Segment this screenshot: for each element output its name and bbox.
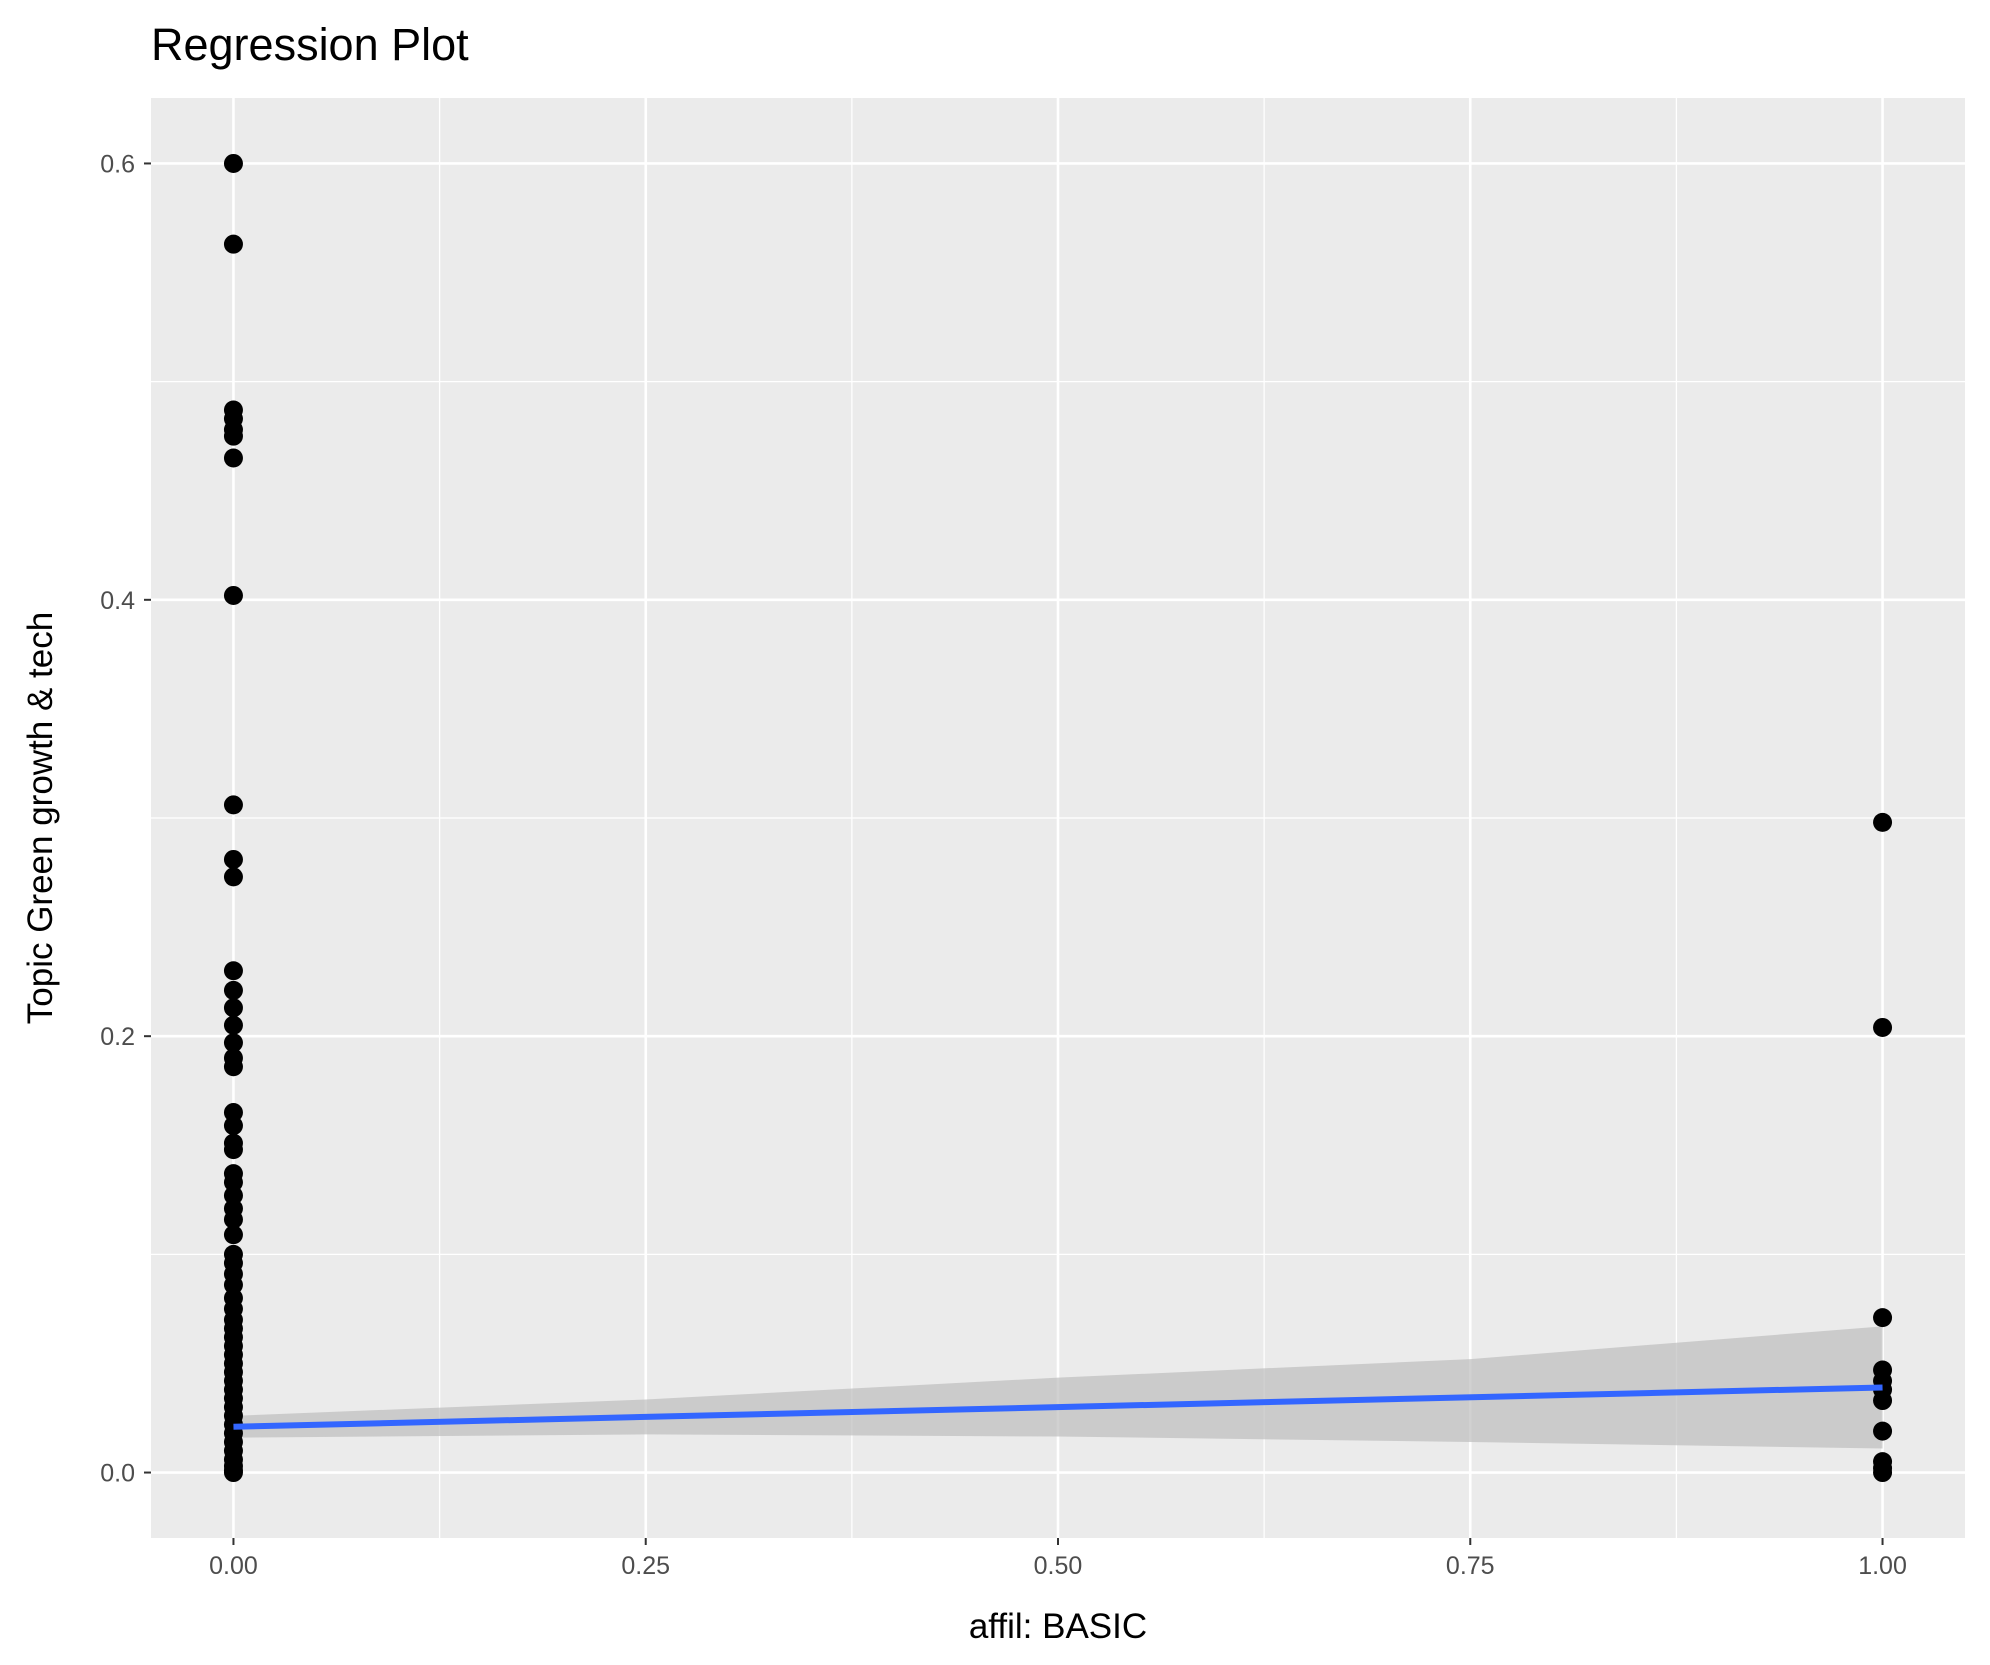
- data-point: [223, 1033, 243, 1053]
- y-axis-ticks: 0.0 0.2 0.4 0.6: [100, 150, 135, 1487]
- data-point: [223, 1209, 243, 1229]
- data-point: [223, 867, 243, 887]
- data-points: [223, 153, 1893, 1483]
- y-tick-label: 0.4: [100, 587, 135, 615]
- data-point: [223, 234, 243, 254]
- data-point: [223, 1057, 243, 1077]
- data-point: [1873, 1391, 1893, 1411]
- y-tick-label: 0.0: [100, 1460, 135, 1488]
- data-point: [223, 961, 243, 981]
- tick-marks: [144, 162, 1884, 1545]
- data-point: [223, 998, 243, 1018]
- data-point: [223, 1015, 243, 1035]
- y-axis-title: Topic Green growth & tech: [21, 612, 60, 1024]
- y-tick-label: 0.2: [100, 1023, 135, 1051]
- x-tick-label: 0.50: [1034, 1552, 1083, 1580]
- data-point: [223, 849, 243, 869]
- data-point: [223, 795, 243, 815]
- gridlines: [151, 98, 1965, 1538]
- data-point: [1873, 1463, 1893, 1483]
- data-point: [223, 1185, 243, 1205]
- data-point: [223, 1225, 243, 1245]
- data-point: [223, 1275, 243, 1295]
- x-tick-label: 1.00: [1858, 1552, 1907, 1580]
- data-point: [223, 1463, 243, 1483]
- data-point: [1873, 812, 1893, 832]
- x-tick-label: 0.75: [1446, 1552, 1495, 1580]
- data-point: [1873, 1017, 1893, 1037]
- data-point: [223, 153, 243, 173]
- data-point: [223, 1172, 243, 1192]
- data-point: [223, 1140, 243, 1160]
- data-point: [1873, 1308, 1893, 1328]
- data-point: [223, 426, 243, 446]
- x-axis-title: affil: BASIC: [969, 1607, 1147, 1646]
- x-tick-label: 0.25: [621, 1552, 670, 1580]
- x-axis-ticks: 0.00 0.25 0.50 0.75 1.00: [209, 1552, 1907, 1580]
- regression-line: [233, 1384, 1883, 1430]
- data-point: [1873, 1421, 1893, 1441]
- data-point: [223, 1116, 243, 1136]
- data-point: [223, 448, 243, 468]
- regression-line-group: [233, 1384, 1883, 1430]
- data-point: [223, 585, 243, 605]
- data-point: [223, 980, 243, 1000]
- x-tick-label: 0.00: [209, 1552, 258, 1580]
- data-point: [223, 1103, 243, 1123]
- y-tick-label: 0.6: [100, 150, 135, 178]
- chart-title: Regression Plot: [151, 19, 469, 70]
